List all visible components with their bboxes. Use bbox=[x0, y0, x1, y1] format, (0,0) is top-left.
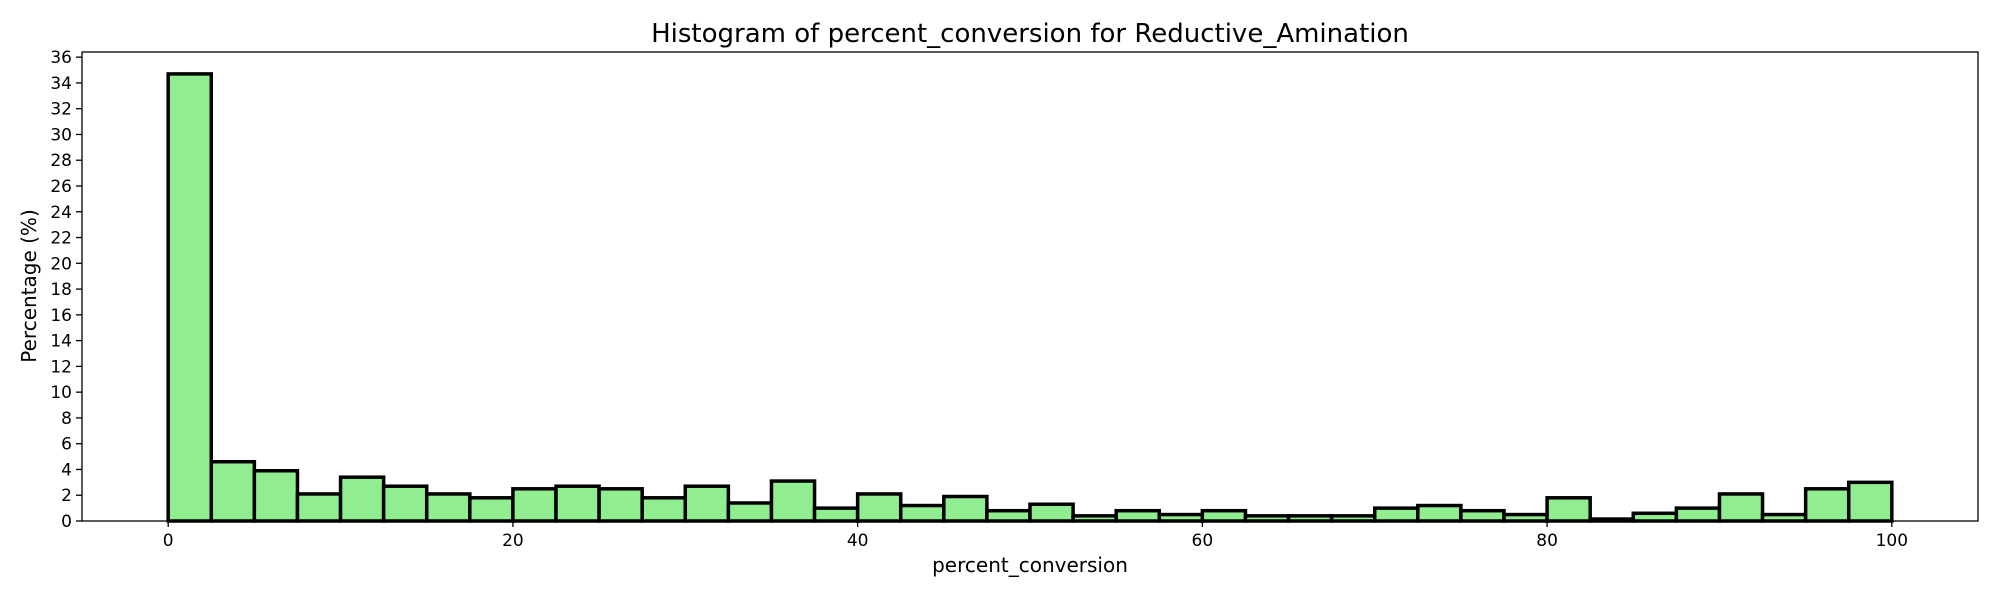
bars-group bbox=[166, 72, 1894, 523]
histogram-bar bbox=[468, 496, 515, 523]
y-tick-label: 22 bbox=[50, 229, 72, 249]
histogram-bar bbox=[597, 487, 644, 523]
histogram-bar bbox=[942, 494, 989, 523]
histogram-bar bbox=[1286, 514, 1334, 523]
histogram-bar bbox=[511, 487, 558, 523]
histogram-bar bbox=[166, 72, 214, 523]
histogram-bar bbox=[812, 506, 860, 523]
y-tick-label: 18 bbox=[50, 280, 72, 300]
y-axis-label: Percentage (%) bbox=[17, 209, 41, 362]
x-tick-label: 40 bbox=[847, 531, 869, 551]
x-tick-label: 0 bbox=[163, 531, 174, 551]
histogram-bar bbox=[1157, 512, 1205, 523]
histogram-bar bbox=[381, 484, 429, 523]
y-tick-label: 32 bbox=[50, 100, 72, 120]
histogram-bar bbox=[1200, 508, 1248, 523]
x-tick-label: 20 bbox=[502, 531, 524, 551]
y-tick-label: 24 bbox=[50, 203, 72, 223]
histogram-bar bbox=[1243, 514, 1291, 523]
histogram-bar bbox=[554, 484, 601, 523]
histogram-bar bbox=[855, 492, 903, 523]
y-tick-label: 0 bbox=[61, 512, 72, 532]
histogram-bar bbox=[1545, 496, 1592, 523]
histogram-bar bbox=[1846, 480, 1894, 523]
histogram-bar bbox=[252, 469, 300, 523]
histogram-bar bbox=[640, 496, 688, 523]
histogram-bar bbox=[1459, 508, 1506, 523]
histogram-bar bbox=[898, 503, 946, 523]
histogram-bar bbox=[1329, 514, 1377, 523]
x-axis: 0 20 40 60 80 100 bbox=[163, 521, 1908, 551]
y-tick-label: 36 bbox=[50, 48, 72, 68]
histogram-bar bbox=[1674, 506, 1722, 523]
y-tick-label: 28 bbox=[50, 151, 72, 171]
y-tick-label: 10 bbox=[50, 383, 72, 403]
x-axis-label: percent_conversion bbox=[932, 553, 1128, 577]
chart-title: Histogram of percent_conversion for Redu… bbox=[651, 19, 1409, 49]
histogram-bar bbox=[209, 459, 257, 523]
y-tick-label: 4 bbox=[61, 460, 72, 480]
plot-frame bbox=[81, 51, 1979, 522]
y-tick-label: 8 bbox=[61, 409, 72, 429]
histogram-bar bbox=[1803, 487, 1851, 523]
y-tick-label: 34 bbox=[50, 74, 72, 94]
histogram-bar bbox=[1028, 502, 1075, 523]
histogram-bar bbox=[683, 484, 731, 523]
histogram-bar bbox=[1760, 512, 1808, 523]
histogram-bar bbox=[424, 492, 472, 523]
histogram-bar bbox=[1114, 508, 1162, 523]
y-tick-label: 30 bbox=[50, 125, 72, 145]
x-tick-label: 80 bbox=[1536, 531, 1558, 551]
y-tick-label: 12 bbox=[50, 357, 72, 377]
y-tick-label: 20 bbox=[50, 254, 72, 274]
y-tick-label: 26 bbox=[50, 177, 72, 197]
histogram-bar bbox=[1372, 506, 1420, 523]
histogram-bar bbox=[1502, 512, 1549, 523]
y-tick-label: 2 bbox=[61, 486, 72, 506]
histogram-bar bbox=[769, 479, 817, 523]
x-tick-label: 60 bbox=[1192, 531, 1214, 551]
histogram-bar bbox=[726, 501, 774, 523]
y-tick-label: 16 bbox=[50, 306, 72, 326]
histogram-bar bbox=[1631, 511, 1679, 523]
histogram-bar bbox=[1717, 492, 1765, 523]
y-tick-label: 6 bbox=[61, 435, 72, 455]
x-tick-label: 100 bbox=[1876, 531, 1908, 551]
histogram-bar bbox=[1416, 503, 1463, 523]
histogram-bar bbox=[295, 492, 343, 523]
histogram-bar bbox=[338, 475, 386, 523]
histogram-bar bbox=[1071, 514, 1118, 523]
y-tick-label: 14 bbox=[50, 332, 72, 352]
histogram-bar bbox=[985, 508, 1032, 523]
